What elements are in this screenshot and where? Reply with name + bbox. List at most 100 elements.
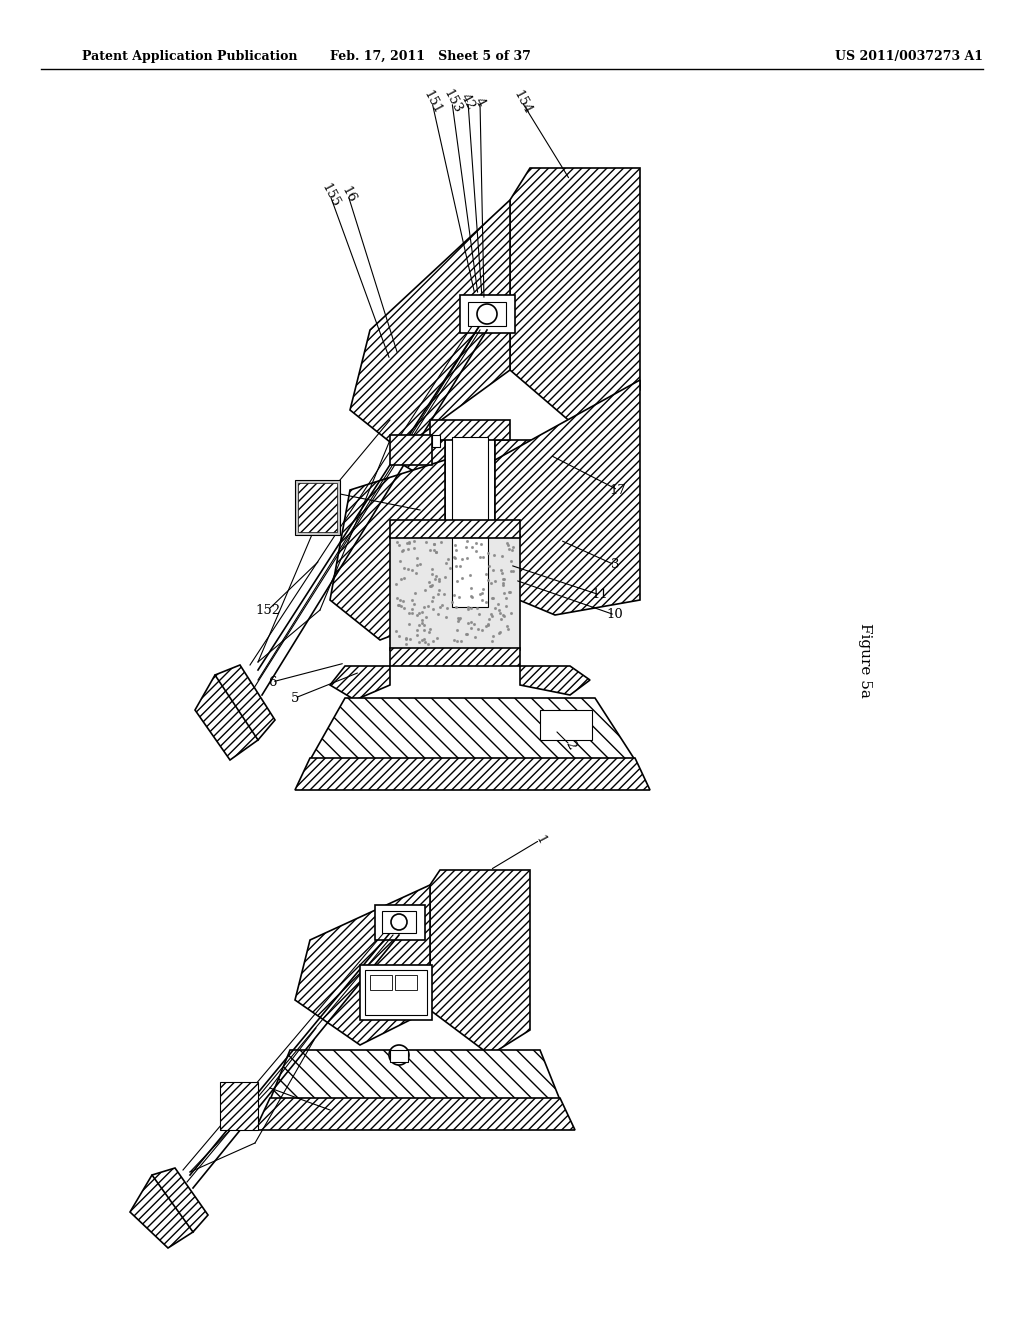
Polygon shape xyxy=(310,698,635,760)
Point xyxy=(452,607,468,628)
Bar xyxy=(375,906,425,940)
Text: 155: 155 xyxy=(318,181,342,209)
Point xyxy=(395,568,412,589)
Circle shape xyxy=(391,913,407,931)
Point xyxy=(499,532,515,553)
Point xyxy=(401,533,418,554)
Point xyxy=(504,540,520,561)
Point xyxy=(424,574,440,595)
Point xyxy=(390,535,407,556)
Point xyxy=(413,553,429,574)
Polygon shape xyxy=(255,1098,575,1130)
Point xyxy=(423,576,439,597)
Text: 11: 11 xyxy=(592,589,608,602)
Point xyxy=(459,548,475,569)
Point xyxy=(496,582,512,603)
Bar xyxy=(452,437,488,607)
Point xyxy=(400,603,417,624)
Point xyxy=(483,606,500,627)
Point xyxy=(423,564,439,585)
Point xyxy=(505,537,521,558)
Point xyxy=(433,594,450,615)
Text: 6: 6 xyxy=(267,676,276,689)
Point xyxy=(387,620,403,642)
Point xyxy=(500,619,516,640)
Point xyxy=(394,540,411,561)
Point xyxy=(453,631,469,652)
Polygon shape xyxy=(520,667,590,696)
Text: 17: 17 xyxy=(609,483,627,496)
Point xyxy=(430,603,446,624)
Point xyxy=(401,628,418,649)
Point xyxy=(480,570,497,591)
Bar xyxy=(432,436,440,447)
Point xyxy=(494,546,510,568)
Bar xyxy=(220,1082,258,1130)
Point xyxy=(417,632,433,653)
Point xyxy=(503,581,519,602)
Point xyxy=(477,564,494,585)
Polygon shape xyxy=(395,440,445,475)
Point xyxy=(472,546,488,568)
Point xyxy=(483,631,500,652)
Point xyxy=(392,589,409,610)
Point xyxy=(460,598,476,619)
Point xyxy=(500,535,516,556)
Polygon shape xyxy=(330,667,390,700)
Point xyxy=(430,583,446,605)
Point xyxy=(414,601,430,622)
Point xyxy=(426,533,442,554)
Point xyxy=(452,586,468,607)
Point xyxy=(425,599,441,620)
Point xyxy=(409,554,425,576)
Point xyxy=(400,612,417,634)
Text: Feb. 17, 2011   Sheet 5 of 37: Feb. 17, 2011 Sheet 5 of 37 xyxy=(330,50,530,63)
Point xyxy=(411,602,427,623)
Point xyxy=(423,558,439,579)
Bar xyxy=(430,420,510,440)
Polygon shape xyxy=(195,675,258,760)
Point xyxy=(471,603,487,624)
Bar xyxy=(390,648,520,667)
Point xyxy=(449,570,465,591)
Text: 151: 151 xyxy=(421,88,443,116)
Point xyxy=(492,602,508,623)
Circle shape xyxy=(477,304,497,323)
Text: 42: 42 xyxy=(459,91,477,112)
Point xyxy=(479,543,496,564)
Point xyxy=(409,605,425,626)
Point xyxy=(449,540,465,561)
Point xyxy=(429,627,445,648)
Point xyxy=(397,628,414,649)
Text: 154: 154 xyxy=(510,88,534,116)
Point xyxy=(446,630,463,651)
Point xyxy=(403,589,420,610)
Point xyxy=(460,612,476,634)
Point xyxy=(446,548,463,569)
Bar xyxy=(445,430,495,615)
Point xyxy=(468,540,484,561)
Point xyxy=(404,598,421,619)
Text: Figure 5a: Figure 5a xyxy=(858,623,872,697)
Point xyxy=(495,605,511,626)
Point xyxy=(451,609,467,630)
Point xyxy=(470,618,486,639)
Point xyxy=(422,540,438,561)
Point xyxy=(411,631,427,652)
Point xyxy=(400,558,417,579)
Point xyxy=(495,573,511,594)
Point xyxy=(393,569,410,590)
Point xyxy=(417,579,433,601)
Polygon shape xyxy=(330,459,445,640)
Point xyxy=(463,618,479,639)
Point xyxy=(398,634,415,655)
Point xyxy=(450,619,466,640)
Point xyxy=(407,537,423,558)
Bar xyxy=(390,535,520,649)
Bar xyxy=(365,970,427,1015)
Point xyxy=(501,539,517,560)
Point xyxy=(458,537,474,558)
Text: 5: 5 xyxy=(291,692,299,705)
Polygon shape xyxy=(430,870,530,1055)
Point xyxy=(427,565,443,586)
